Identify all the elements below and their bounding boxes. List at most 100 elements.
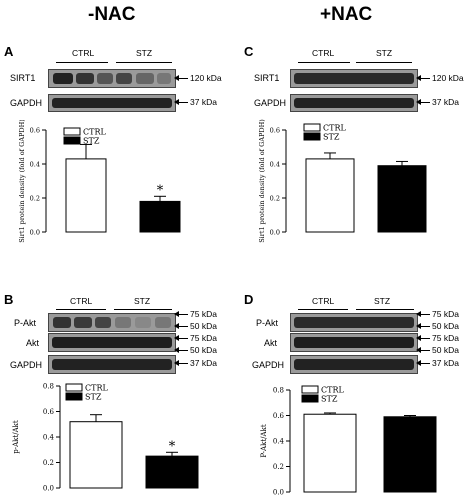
legend-label: STZ xyxy=(83,137,100,146)
western-blot-strip-gapdh xyxy=(290,94,418,112)
column-header-plus-nac: +NAC xyxy=(320,4,373,25)
arrow-left-icon xyxy=(174,346,188,353)
y-tick-label: 0.6 xyxy=(43,408,55,416)
legend-label: CTRL xyxy=(321,386,344,395)
legend-label: STZ xyxy=(321,395,338,404)
group-underline xyxy=(114,309,172,310)
legend-label: STZ xyxy=(85,393,102,402)
western-blot-strip-sirt1 xyxy=(290,69,418,88)
arrow-left-icon xyxy=(416,359,430,366)
arrow-left-icon xyxy=(416,98,430,105)
kda-marker-row: 75 kDa xyxy=(416,309,459,319)
kda-label: 75 kDa xyxy=(190,333,217,343)
group-underline xyxy=(298,309,348,310)
legend-label: CTRL xyxy=(85,384,108,393)
blot-label-sirt1: SIRT1 xyxy=(10,73,36,83)
kda-marker-row: 50 kDa xyxy=(416,321,459,331)
y-tick-label: 0.2 xyxy=(43,459,54,467)
western-blot-strip-gapdh xyxy=(48,94,176,112)
group-underline xyxy=(56,62,108,63)
legend-swatch xyxy=(63,136,81,145)
bar-ctrl xyxy=(303,413,357,493)
kda-marker-row: 120 kDa xyxy=(416,73,464,83)
group-label-ctrl: CTRL xyxy=(312,48,335,58)
kda-label: 120 kDa xyxy=(190,73,222,83)
y-tick-label: 0.2 xyxy=(30,195,40,203)
western-blot-strip-p-akt xyxy=(290,313,418,332)
panel-letter-a: A xyxy=(4,44,14,59)
y-tick-label: 0.4 xyxy=(30,161,40,169)
y-tick-label: 0.4 xyxy=(273,438,285,446)
y-tick-label: 0.0 xyxy=(270,229,280,237)
arrow-left-icon xyxy=(174,322,188,329)
arrow-left-icon xyxy=(416,322,430,329)
blot-label-gapdh: GAPDH xyxy=(10,360,43,370)
y-tick-label: 0.6 xyxy=(270,127,280,135)
legend-swatch xyxy=(303,132,321,141)
kda-label: 75 kDa xyxy=(432,333,459,343)
y-axis-label: P-Akt/Akt xyxy=(260,424,268,457)
y-tick-label: 0.8 xyxy=(273,387,284,395)
arrow-left-icon xyxy=(174,334,188,341)
blot-label-sirt1: SIRT1 xyxy=(254,73,280,83)
kda-label: 50 kDa xyxy=(432,345,459,355)
blot-label-akt: Akt xyxy=(264,338,278,348)
western-blot-strip-akt xyxy=(290,333,418,352)
kda-marker-row: 50 kDa xyxy=(174,321,217,331)
group-label-ctrl: CTRL xyxy=(72,48,95,58)
kda-label: 50 kDa xyxy=(432,321,459,331)
legend-swatch xyxy=(303,123,321,132)
panel-letter-c: C xyxy=(244,44,254,59)
kda-label: 75 kDa xyxy=(432,309,459,319)
group-underline xyxy=(356,309,414,310)
blot-label-p-akt: P-Akt xyxy=(14,318,37,328)
kda-marker-row: 120 kDa xyxy=(174,73,222,83)
bar-ctrl xyxy=(69,421,123,489)
group-label-stz: STZ xyxy=(136,48,153,58)
legend-swatch xyxy=(301,385,319,394)
blot-label-gapdh: GAPDH xyxy=(254,98,287,108)
blot-label-gapdh: GAPDH xyxy=(252,360,285,370)
panel-letter-d: D xyxy=(244,292,254,307)
panel-letter-b: B xyxy=(4,292,14,307)
bar-chart-a: 0.0 0.2 0.4 0.6 Sirt1 protein density (fold … xyxy=(18,120,181,243)
western-blot-strip-p-akt xyxy=(48,313,176,332)
kda-marker-row: 75 kDa xyxy=(416,333,459,343)
kda-label: 75 kDa xyxy=(190,309,217,319)
legend-label: STZ xyxy=(323,133,340,142)
y-tick-label: 0.2 xyxy=(273,463,284,471)
arrow-left-icon xyxy=(416,310,430,317)
bar-stz xyxy=(145,455,199,489)
group-underline xyxy=(298,62,350,63)
kda-marker-row: 50 kDa xyxy=(174,345,217,355)
y-axis-label: Sirt1 protein density (fold of GAPDH) xyxy=(18,120,26,243)
y-tick-label: 0.4 xyxy=(43,434,55,442)
legend-label: CTRL xyxy=(323,124,346,133)
group-label-stz: STZ xyxy=(134,296,151,306)
group-underline xyxy=(116,62,172,63)
bar-stz xyxy=(139,200,181,233)
significance-mark: * xyxy=(169,439,176,454)
kda-marker-row: 50 kDa xyxy=(416,345,459,355)
significance-mark: * xyxy=(157,183,164,198)
arrow-left-icon xyxy=(174,310,188,317)
group-underline xyxy=(356,62,412,63)
arrow-left-icon xyxy=(416,74,430,81)
kda-marker-row: 37 kDa xyxy=(174,97,217,107)
bar-chart-c: 0.0 0.2 0.4 0.6 Sirt1 protein density (fold … xyxy=(258,119,427,243)
kda-label: 120 kDa xyxy=(432,73,464,83)
y-axis-label: p-Akt/Akt xyxy=(12,420,20,454)
kda-marker-row: 37 kDa xyxy=(416,97,459,107)
y-tick-label: 0.0 xyxy=(273,489,284,497)
western-blot-strip-gapdh xyxy=(290,355,418,374)
blot-label-p-akt: P-Akt xyxy=(256,318,279,328)
kda-marker-row: 37 kDa xyxy=(416,358,459,368)
y-tick-label: 0.8 xyxy=(43,383,54,391)
kda-label: 37 kDa xyxy=(190,97,217,107)
group-label-stz: STZ xyxy=(374,296,391,306)
legend-swatch xyxy=(65,392,83,401)
group-underline xyxy=(56,309,106,310)
blot-label-akt: Akt xyxy=(26,338,40,348)
